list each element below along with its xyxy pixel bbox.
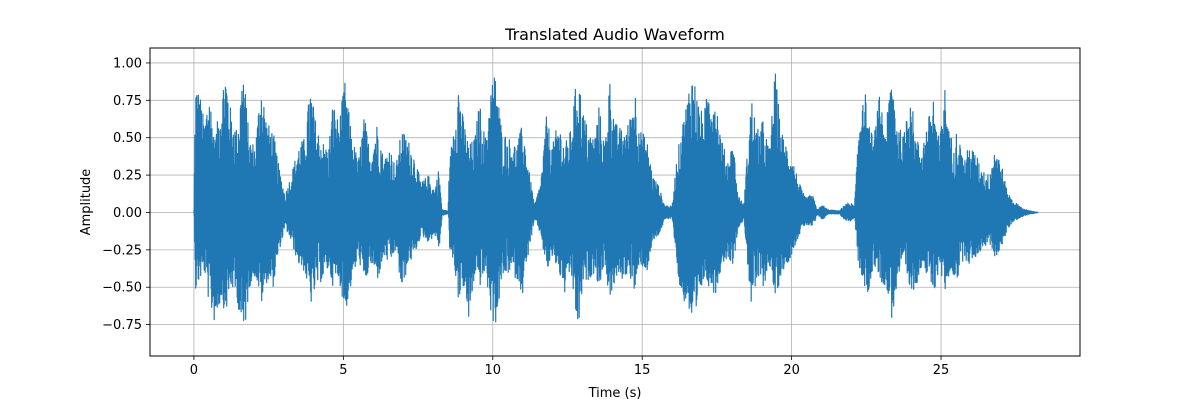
y-tick-label: 0.00 (113, 206, 142, 221)
y-tick-label: 1.00 (113, 56, 142, 71)
waveform-line (193, 73, 1039, 323)
x-tick-label: 0 (190, 363, 198, 378)
x-tick-label: 25 (933, 363, 950, 378)
x-axis-ticks: 0 5 10 15 20 25 (190, 356, 950, 378)
chart-title: Translated Audio Waveform (504, 25, 725, 44)
y-axis-label: Amplitude (79, 169, 94, 236)
x-tick-label: 10 (484, 363, 501, 378)
waveform-plot (193, 73, 1039, 323)
y-tick-label: −0.50 (102, 281, 142, 296)
x-tick-label: 20 (783, 363, 800, 378)
y-tick-label: 0.25 (113, 169, 142, 184)
y-axis-ticks: −0.75 −0.50 −0.25 0.00 0.25 0.50 0.75 1.00 (102, 56, 150, 333)
y-tick-label: −0.25 (102, 243, 142, 258)
x-tick-label: 15 (634, 363, 651, 378)
y-tick-label: 0.50 (113, 131, 142, 146)
x-tick-label: 5 (339, 363, 347, 378)
axes-frame (149, 47, 1081, 357)
y-tick-label: 0.75 (113, 94, 142, 109)
x-axis-label: Time (s) (588, 386, 642, 400)
y-tick-label: −0.75 (102, 318, 142, 333)
